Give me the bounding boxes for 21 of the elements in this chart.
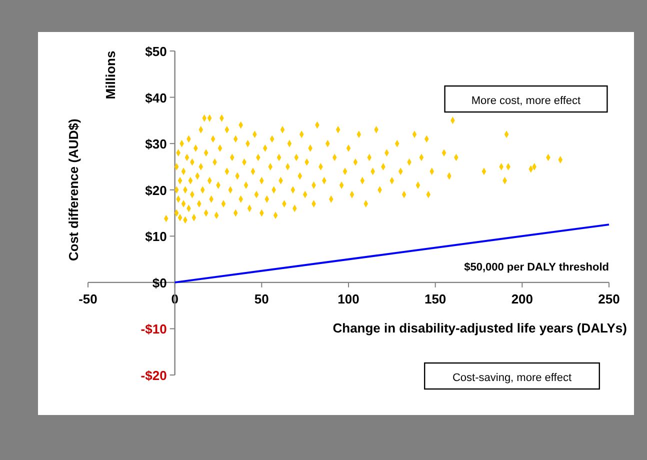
y-tick-label: -$20 xyxy=(140,368,167,383)
y-tick-label: -$10 xyxy=(140,322,167,337)
x-axis-title: Change in disability-adjusted life years (DALYs) xyxy=(332,320,627,336)
x-tick-label: 250 xyxy=(598,291,620,306)
y-tick-label: $20 xyxy=(145,182,167,198)
y-tick-label: $40 xyxy=(145,90,167,106)
y-axis-title: Cost difference (AUD$) xyxy=(66,118,81,262)
y-tick-label: $0 xyxy=(152,275,167,290)
x-tick-label: 0 xyxy=(171,291,178,306)
annotation: More cost, more effect xyxy=(471,95,581,107)
x-tick-label: 50 xyxy=(254,291,269,306)
series-label: $50,000 per DALY threshold xyxy=(464,261,609,274)
x-tick-label: 100 xyxy=(338,291,360,306)
annotation: Cost-saving, more effect xyxy=(452,372,572,384)
annotation: Millions xyxy=(103,50,118,100)
x-tick-label: -50 xyxy=(78,291,98,306)
x-tick-label: 150 xyxy=(424,291,446,306)
y-tick-label: $50 xyxy=(145,44,167,59)
y-tick-label: $30 xyxy=(145,136,167,152)
y-tick-label: $10 xyxy=(145,229,167,244)
x-tick-label: 200 xyxy=(511,291,534,306)
